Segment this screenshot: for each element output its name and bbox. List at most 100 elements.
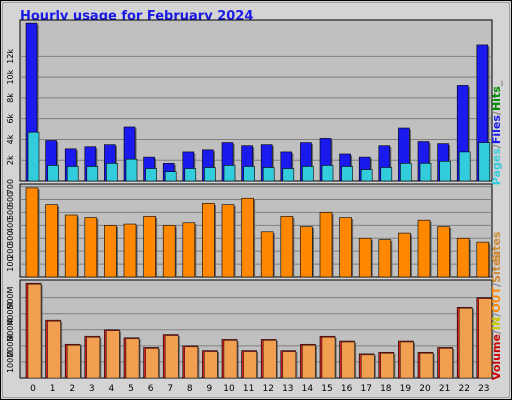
x-tick-label: 13 bbox=[282, 384, 293, 394]
bar-pages bbox=[243, 166, 255, 182]
bar-pages bbox=[439, 160, 451, 182]
bar-sites bbox=[104, 225, 117, 278]
legend-part: _ bbox=[490, 80, 503, 86]
x-tick-label: 4 bbox=[109, 384, 115, 394]
legend-part: / bbox=[490, 329, 503, 334]
x-tick-label: 18 bbox=[380, 384, 392, 394]
legend-part: Hits bbox=[490, 86, 503, 111]
bar-pages bbox=[458, 151, 471, 182]
y-tick-label: 12k bbox=[6, 49, 15, 64]
x-tick-label: 5 bbox=[128, 384, 134, 394]
bar-pages bbox=[302, 166, 314, 182]
y-tick-label: 300 bbox=[6, 231, 15, 246]
bar-volume-in bbox=[106, 330, 120, 379]
bar-sites bbox=[221, 204, 235, 278]
y-tick-label: 200M bbox=[6, 335, 15, 357]
legend-part: OUT bbox=[490, 286, 503, 312]
bar-volume-in bbox=[66, 345, 81, 379]
y-tick-label: 500 bbox=[6, 205, 15, 220]
bar-pages bbox=[400, 163, 412, 182]
bar-pages bbox=[66, 166, 79, 182]
x-tick-label: 2 bbox=[69, 384, 75, 394]
bar-volume-in bbox=[419, 353, 434, 379]
bar-sites bbox=[143, 215, 156, 278]
bar-volume-in bbox=[400, 341, 414, 379]
bar-sites bbox=[260, 231, 274, 278]
bar-sites bbox=[437, 226, 450, 278]
bar-pages bbox=[47, 165, 59, 182]
bar-volume-in bbox=[321, 337, 336, 379]
frame-inner-border bbox=[2, 2, 510, 398]
legend-sites: Sites bbox=[490, 231, 503, 262]
bar-pages bbox=[380, 167, 393, 182]
x-tick-label: 15 bbox=[321, 384, 332, 394]
y-tick-label: 2k bbox=[6, 155, 15, 165]
x-tick-label: 16 bbox=[341, 384, 353, 394]
x-tick-label: 7 bbox=[167, 384, 173, 394]
bar-volume-in bbox=[223, 340, 238, 379]
y-tick-label: 400M bbox=[6, 303, 15, 325]
legend-part: Sites bbox=[490, 231, 503, 262]
bar-pages bbox=[360, 169, 373, 182]
y-tick-label: 600 bbox=[6, 192, 15, 207]
legend-part: / bbox=[490, 312, 503, 317]
x-tick-label: 14 bbox=[302, 384, 314, 394]
legend-hits-files-pages: Pages/Files/Hits_ bbox=[490, 80, 503, 185]
bar-sites bbox=[476, 241, 490, 278]
x-tick-label: 19 bbox=[400, 384, 412, 394]
bar-volume-in bbox=[243, 351, 257, 379]
bar-sites bbox=[162, 225, 176, 278]
bar-pages bbox=[478, 142, 491, 182]
bar-sites bbox=[241, 197, 254, 278]
bar-pages bbox=[262, 167, 275, 182]
x-tick-label: 3 bbox=[89, 384, 95, 394]
legend-part: / bbox=[490, 143, 503, 148]
bar-pages bbox=[223, 165, 236, 182]
y-tick-label: 200 bbox=[6, 244, 15, 259]
bar-sites bbox=[123, 223, 137, 278]
legend-volume: Volume/IN/OUT/Sites bbox=[490, 251, 503, 380]
y-tick-label: 400 bbox=[6, 218, 15, 233]
bar-volume-in bbox=[439, 348, 453, 379]
x-tick-label: 21 bbox=[439, 384, 450, 394]
bar-sites bbox=[339, 217, 352, 278]
y-tick-label: 700 bbox=[6, 179, 15, 194]
bar-sites bbox=[202, 203, 215, 278]
bar-sites bbox=[300, 226, 313, 278]
bar-volume-in bbox=[164, 335, 179, 379]
bar-pages bbox=[86, 166, 99, 182]
y-tick-label: 6k bbox=[6, 113, 15, 123]
y-tick-label: 100M bbox=[6, 351, 15, 373]
bar-pages bbox=[341, 166, 353, 182]
y-tick-label: 4k bbox=[6, 134, 15, 144]
x-tick-label: 20 bbox=[419, 384, 431, 394]
bar-volume-in bbox=[27, 284, 42, 379]
x-tick-label: 23 bbox=[478, 384, 489, 394]
bar-volume-in bbox=[302, 345, 316, 379]
bar-pages bbox=[419, 163, 432, 182]
bar-volume-in bbox=[478, 298, 492, 379]
bar-volume-in bbox=[341, 341, 355, 379]
chart-panels: 2k4k6k8k10k12kPages/Files/Hits_100200300… bbox=[6, 19, 503, 394]
x-tick-label: 17 bbox=[360, 384, 371, 394]
bar-volume-in bbox=[459, 308, 473, 379]
bar-pages bbox=[321, 165, 334, 182]
x-tick-label: 12 bbox=[262, 384, 273, 394]
bar-volume-in bbox=[145, 348, 159, 379]
x-tick-label: 22 bbox=[458, 384, 469, 394]
x-tick-label: 0 bbox=[30, 384, 36, 394]
legend-part: Volume bbox=[490, 334, 503, 380]
bar-sites bbox=[319, 212, 333, 278]
bar-sites bbox=[182, 222, 196, 278]
bar-sites bbox=[398, 232, 411, 278]
legend-part: Sites bbox=[490, 251, 503, 282]
bar-volume-in bbox=[263, 340, 277, 379]
bar-sites bbox=[64, 214, 78, 278]
bar-sites bbox=[45, 204, 58, 278]
bar-sites bbox=[378, 239, 392, 278]
bar-sites bbox=[456, 237, 470, 278]
x-tick-label: 11 bbox=[243, 384, 254, 394]
